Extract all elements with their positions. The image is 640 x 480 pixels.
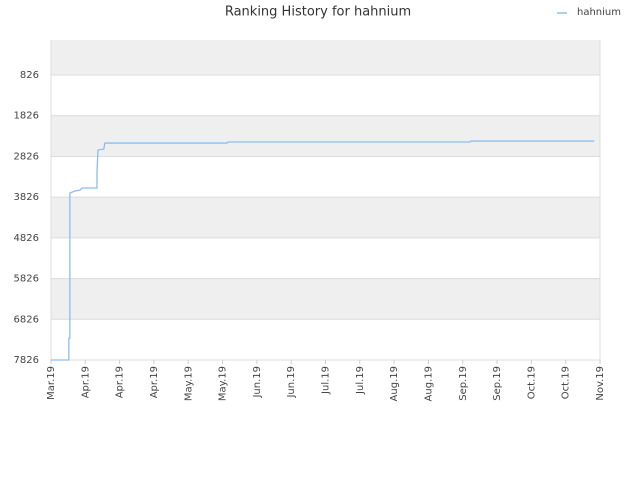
x-tick-label: Nov.19: [595, 366, 606, 401]
x-tick-label: Jul.19: [355, 366, 366, 395]
x-tick-label: Mar.19: [46, 366, 57, 400]
x-tick-label: Apr.19: [149, 366, 160, 398]
x-tick-label: Jul.19: [321, 366, 332, 395]
y-tick-label: 6826: [14, 314, 39, 325]
y-tick-label: 3826: [14, 192, 39, 203]
plot-band: [51, 156, 600, 198]
y-tick-label: 4826: [14, 233, 39, 244]
y-tick-label: 826: [20, 70, 39, 81]
line-series: [51, 140, 595, 361]
x-tick-label: May.19: [218, 366, 229, 401]
plot-band: [51, 319, 600, 360]
y-tick-label: 5826: [14, 274, 39, 285]
legend-label: hahnium: [577, 7, 621, 18]
plot-band: [51, 197, 600, 238]
x-tick-label: Apr.19: [80, 366, 91, 398]
x-tick-label: Oct.19: [561, 366, 572, 399]
plot-band: [51, 278, 600, 320]
x-tick-label: Oct.19: [526, 366, 537, 399]
y-tick-label: 1826: [14, 111, 39, 122]
y-tick-label: 2826: [14, 151, 39, 162]
x-tick-label: Jun.19: [286, 366, 297, 399]
x-tick-label: May.19: [183, 366, 194, 401]
plot-band: [51, 115, 600, 157]
x-tick-label: Aug.19: [389, 366, 400, 401]
y-tick-label: 7826: [14, 355, 39, 366]
x-tick-label: Jun.19: [252, 366, 263, 399]
plot-band: [51, 75, 600, 116]
plot-band: [51, 237, 600, 279]
chart-title: Ranking History for hahnium: [225, 5, 411, 20]
x-tick-label: Sep.19: [492, 366, 503, 401]
x-tick-label: Apr.19: [115, 366, 126, 398]
plot-band: [51, 40, 600, 76]
x-tick-label: Sep.19: [458, 366, 469, 401]
x-tick-label: Aug.19: [423, 366, 434, 401]
